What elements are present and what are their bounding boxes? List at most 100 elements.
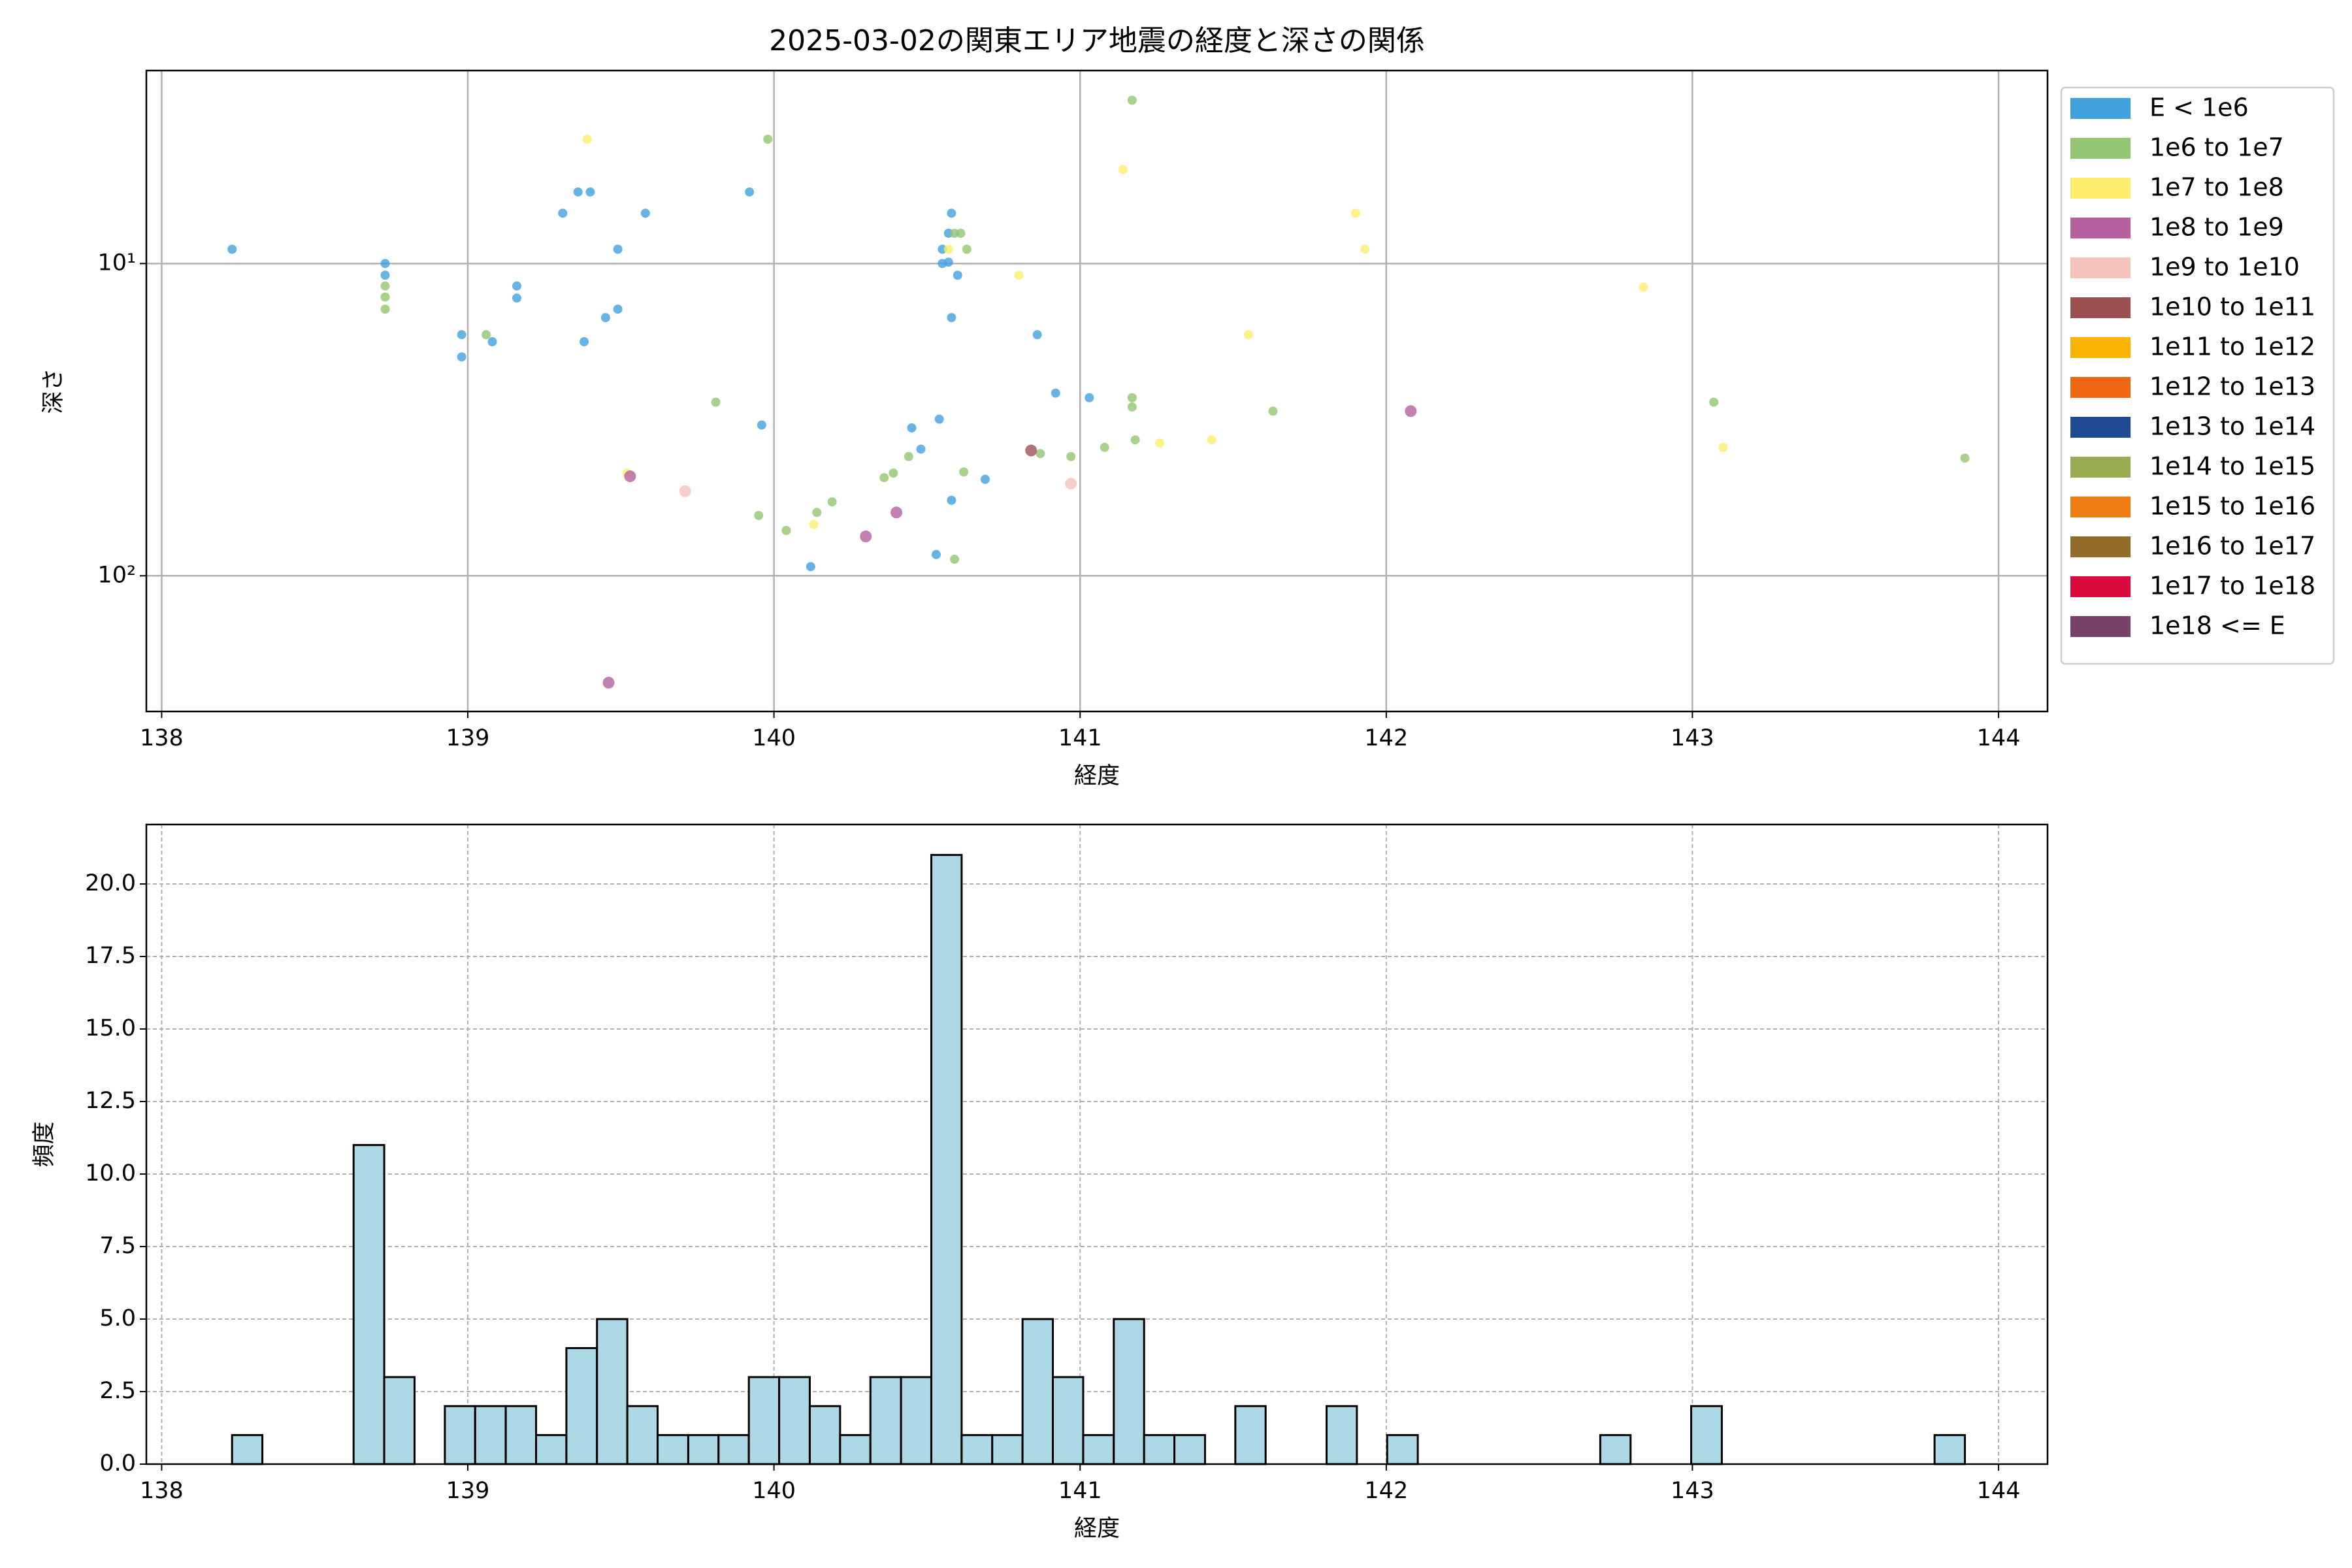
histogram-bar: [504, 1405, 538, 1465]
y-tick-label: 12.5: [85, 1088, 136, 1114]
histogram-bar: [535, 1434, 568, 1465]
scatter-point: [487, 337, 497, 347]
scatter-point: [1350, 208, 1360, 218]
x-tick-label: 138: [140, 725, 184, 751]
y-tick-label: 15.0: [85, 1015, 136, 1041]
histogram-bar: [565, 1347, 598, 1465]
scatter-point: [512, 281, 522, 291]
scatter-point: [860, 531, 872, 543]
histogram-bar: [839, 1434, 872, 1465]
scatter-point: [916, 444, 926, 454]
scatter-point: [711, 397, 721, 407]
scatter-point: [1405, 405, 1417, 417]
histogram-bar: [352, 1144, 385, 1465]
x-tick-label: 144: [1977, 1478, 2021, 1504]
legend-label: 1e17 to 1e18: [2149, 572, 2315, 600]
scatter-point: [600, 313, 610, 323]
x-tick-label: 139: [446, 1478, 490, 1504]
x-tick-label: 140: [752, 725, 796, 751]
scatter-point: [1036, 449, 1045, 459]
scatter-point: [602, 676, 615, 689]
y-tick-label: 5.0: [99, 1305, 136, 1331]
legend-label: 1e16 to 1e17: [2149, 532, 2315, 561]
scatter-point: [980, 474, 990, 484]
x-tick-label: 141: [1058, 1478, 1102, 1504]
legend-swatch: [2070, 257, 2131, 278]
legend-label: 1e14 to 1e15: [2149, 452, 2315, 481]
scatter-point: [959, 467, 969, 477]
histogram-bar: [808, 1405, 841, 1465]
axes-frame: [145, 69, 2049, 713]
scatter-point: [763, 135, 773, 144]
legend-swatch: [2070, 138, 2131, 159]
scatter-point: [1085, 393, 1094, 402]
scatter-point: [1709, 397, 1719, 407]
scatter-point: [585, 187, 595, 197]
histogram-bar: [930, 854, 963, 1465]
scatter-point: [1207, 435, 1217, 445]
scatter-point: [1155, 438, 1165, 448]
scatter-point: [1268, 406, 1278, 416]
scatter-point: [962, 244, 972, 254]
scatter-point: [582, 135, 592, 144]
chart-title: 2025-03-02の関東エリア地震の経度と深さの関係: [769, 24, 1425, 57]
scatter-point: [482, 330, 491, 340]
histogram-bar: [596, 1318, 629, 1465]
scatter-point: [613, 304, 623, 314]
scatter-point: [380, 270, 390, 280]
histogram-bar: [444, 1405, 476, 1465]
histogram-bar: [717, 1434, 750, 1465]
scatter-point: [754, 510, 764, 520]
scatter-point: [809, 519, 819, 529]
scatter-point: [907, 423, 917, 433]
scatter-point: [1051, 388, 1060, 398]
histogram-bar: [1386, 1434, 1419, 1465]
y-tick-label: 7.5: [99, 1233, 136, 1259]
scatter-point: [956, 229, 966, 238]
scatter-point: [558, 208, 568, 218]
scatter-point: [624, 470, 636, 482]
y-tick-label: 17.5: [85, 943, 136, 969]
histogram-bar: [900, 1376, 932, 1465]
legend-swatch: [2070, 297, 2131, 318]
scatter-point: [781, 525, 791, 535]
axes-frame: [145, 823, 2049, 1465]
histogram-bar: [869, 1376, 902, 1465]
scatter-point: [227, 244, 237, 254]
legend-swatch: [2070, 337, 2131, 358]
legend-label: 1e13 to 1e14: [2149, 412, 2315, 441]
legend-label: 1e6 to 1e7: [2149, 133, 2284, 162]
legend-label: 1e12 to 1e13: [2149, 372, 2315, 401]
scatter-point: [904, 451, 913, 461]
histogram-bar: [1021, 1318, 1054, 1465]
x-axis-label: 経度: [1074, 763, 1120, 789]
scatter-point: [931, 549, 941, 559]
legend-swatch: [2070, 98, 2131, 119]
scatter-point: [380, 292, 390, 302]
legend-label: 1e18 <= E: [2149, 612, 2285, 640]
legend-swatch: [2070, 457, 2131, 478]
scatter-point: [947, 208, 956, 218]
x-tick-label: 139: [446, 725, 490, 751]
scatter-point: [1014, 270, 1024, 280]
scatter-point: [879, 473, 889, 483]
y-tick-label: 20.0: [85, 870, 136, 896]
legend-label: 1e7 to 1e8: [2149, 173, 2284, 202]
x-tick-label: 141: [1058, 725, 1102, 751]
scatter-point: [1360, 244, 1370, 254]
y-tick-label: 10¹: [97, 250, 136, 276]
scatter-point: [943, 257, 953, 267]
legend-swatch: [2070, 417, 2131, 438]
legend-swatch: [2070, 377, 2131, 398]
histogram-bar: [960, 1434, 994, 1465]
y-tick-label: 0.0: [99, 1450, 136, 1477]
scatter-point: [1118, 165, 1128, 174]
scatter-point: [947, 495, 956, 505]
scatter-point: [573, 187, 583, 197]
scatter-point: [679, 485, 691, 497]
legend-swatch: [2070, 178, 2131, 199]
histogram-bar: [991, 1434, 1024, 1465]
scatter-point: [1127, 402, 1137, 412]
x-tick-label: 144: [1977, 725, 2021, 751]
